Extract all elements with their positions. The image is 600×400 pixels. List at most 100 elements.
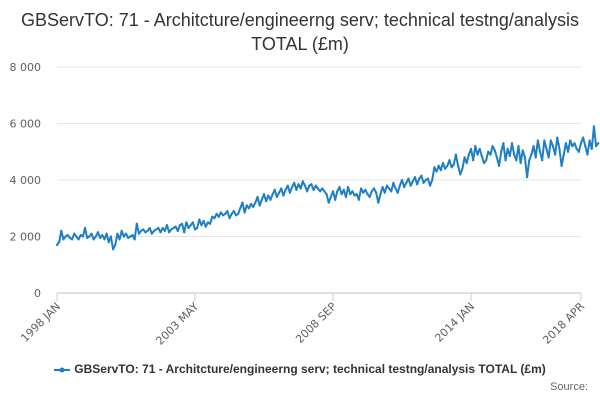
- data-point[interactable]: [329, 195, 332, 199]
- data-point[interactable]: [409, 184, 412, 187]
- legend[interactable]: GBServTO: 71 - Architcture/engineerng se…: [0, 362, 600, 376]
- data-point[interactable]: [159, 231, 162, 234]
- data-point[interactable]: [364, 188, 367, 191]
- data-point[interactable]: [73, 232, 76, 235]
- data-point[interactable]: [77, 238, 80, 241]
- data-point[interactable]: [68, 236, 72, 240]
- data-point[interactable]: [111, 248, 115, 251]
- data-point[interactable]: [114, 243, 117, 247]
- data-point[interactable]: [211, 215, 214, 218]
- data-point[interactable]: [435, 170, 438, 173]
- data-point[interactable]: [86, 236, 89, 240]
- data-point[interactable]: [301, 180, 304, 183]
- data-point[interactable]: [60, 229, 63, 232]
- data-point[interactable]: [172, 226, 175, 230]
- data-point[interactable]: [543, 139, 546, 142]
- data-point[interactable]: [273, 188, 276, 191]
- data-point[interactable]: [538, 150, 542, 153]
- data-point[interactable]: [351, 190, 354, 193]
- data-point[interactable]: [297, 183, 300, 186]
- data-point[interactable]: [256, 195, 259, 199]
- data-point[interactable]: [280, 187, 283, 190]
- data-point[interactable]: [137, 232, 141, 235]
- data-point[interactable]: [228, 217, 231, 220]
- data-point[interactable]: [413, 176, 417, 179]
- data-point[interactable]: [290, 185, 294, 189]
- data-point[interactable]: [306, 190, 309, 193]
- data-point[interactable]: [161, 226, 164, 230]
- data-point[interactable]: [75, 235, 78, 238]
- data-point[interactable]: [163, 229, 166, 232]
- data-point[interactable]: [396, 191, 399, 194]
- data-point[interactable]: [146, 229, 149, 232]
- data-point[interactable]: [284, 188, 287, 191]
- data-point[interactable]: [55, 243, 59, 247]
- data-point[interactable]: [547, 156, 550, 159]
- data-point[interactable]: [213, 217, 216, 220]
- series-line[interactable]: [56, 125, 600, 251]
- data-point[interactable]: [530, 153, 533, 156]
- data-point[interactable]: [101, 233, 104, 237]
- data-point[interactable]: [198, 218, 201, 221]
- data-point[interactable]: [237, 212, 240, 215]
- data-point[interactable]: [120, 229, 123, 232]
- data-point[interactable]: [390, 190, 393, 193]
- data-point[interactable]: [249, 202, 253, 206]
- data-point[interactable]: [381, 185, 384, 189]
- data-point[interactable]: [480, 154, 483, 158]
- data-point[interactable]: [70, 238, 74, 241]
- data-point[interactable]: [144, 231, 147, 234]
- data-point[interactable]: [206, 221, 210, 224]
- data-point[interactable]: [58, 241, 61, 244]
- data-point[interactable]: [204, 225, 207, 228]
- data-point[interactable]: [502, 142, 505, 145]
- data-point[interactable]: [407, 177, 410, 180]
- data-point[interactable]: [140, 229, 143, 232]
- data-point[interactable]: [340, 193, 343, 196]
- data-point[interactable]: [312, 188, 315, 191]
- data-point[interactable]: [474, 145, 477, 148]
- data-point[interactable]: [571, 145, 574, 148]
- data-point[interactable]: [521, 149, 524, 152]
- data-point[interactable]: [127, 236, 130, 240]
- data-point[interactable]: [489, 153, 492, 156]
- data-point[interactable]: [497, 164, 501, 167]
- data-point[interactable]: [549, 139, 552, 142]
- data-point[interactable]: [245, 204, 248, 207]
- data-point[interactable]: [66, 233, 69, 237]
- data-point[interactable]: [232, 209, 235, 213]
- data-point[interactable]: [368, 195, 371, 199]
- data-point[interactable]: [590, 147, 593, 151]
- data-point[interactable]: [109, 235, 113, 238]
- data-point[interactable]: [150, 232, 153, 235]
- data-point[interactable]: [375, 191, 378, 194]
- data-point[interactable]: [94, 235, 97, 238]
- data-point[interactable]: [487, 150, 490, 153]
- data-point[interactable]: [310, 183, 313, 186]
- data-point[interactable]: [437, 164, 440, 167]
- data-point[interactable]: [586, 153, 589, 156]
- data-point[interactable]: [234, 214, 238, 217]
- data-point[interactable]: [467, 153, 470, 156]
- data-point[interactable]: [187, 226, 190, 230]
- data-point[interactable]: [180, 222, 184, 225]
- data-point[interactable]: [566, 150, 570, 153]
- data-point[interactable]: [295, 188, 298, 191]
- data-point[interactable]: [525, 176, 529, 179]
- data-point[interactable]: [314, 184, 317, 187]
- data-point[interactable]: [387, 187, 391, 190]
- data-point[interactable]: [118, 238, 121, 241]
- data-point[interactable]: [142, 228, 145, 231]
- data-point[interactable]: [323, 190, 326, 193]
- data-point[interactable]: [485, 159, 488, 162]
- data-point[interactable]: [334, 198, 337, 201]
- data-point[interactable]: [81, 235, 84, 238]
- data-point[interactable]: [584, 145, 587, 148]
- data-point[interactable]: [476, 153, 479, 156]
- data-point[interactable]: [221, 214, 225, 217]
- data-point[interactable]: [433, 166, 436, 169]
- data-point[interactable]: [422, 181, 425, 184]
- data-point[interactable]: [219, 211, 222, 214]
- data-point[interactable]: [131, 233, 134, 237]
- data-point[interactable]: [573, 142, 576, 145]
